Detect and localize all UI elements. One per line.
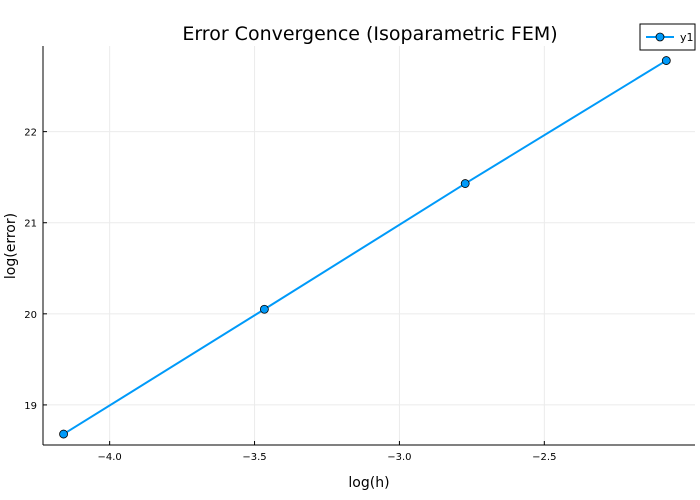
x-tick-label: −2.5 <box>532 452 556 463</box>
y-axis-label: log(error) <box>3 213 19 279</box>
y-tick-label: 22 <box>24 128 37 139</box>
x-ticks: −4.0 −3.5 −3.0 −2.5 <box>98 441 556 463</box>
x-tick-label: −3.0 <box>387 452 411 463</box>
y-tick-label: 20 <box>24 310 37 321</box>
chart-title: Error Convergence (Isoparametric FEM) <box>182 23 557 45</box>
legend-label: y1 <box>680 31 694 44</box>
data-point <box>460 179 470 188</box>
x-tick-label: −4.0 <box>98 452 122 463</box>
data-point <box>259 304 269 314</box>
series-group <box>59 56 671 439</box>
grid <box>43 46 695 445</box>
legend: y1 <box>639 23 696 51</box>
x-axis-label: log(h) <box>348 475 389 491</box>
series-line <box>63 59 667 435</box>
data-point <box>59 429 68 439</box>
data-point <box>661 56 671 65</box>
x-tick-label: −3.5 <box>242 452 266 463</box>
legend-marker <box>655 32 665 42</box>
axes <box>42 46 695 446</box>
y-tick-label: 21 <box>24 219 37 230</box>
y-ticks: 19 20 21 22 <box>24 128 47 412</box>
y-tick-label: 19 <box>24 401 37 412</box>
